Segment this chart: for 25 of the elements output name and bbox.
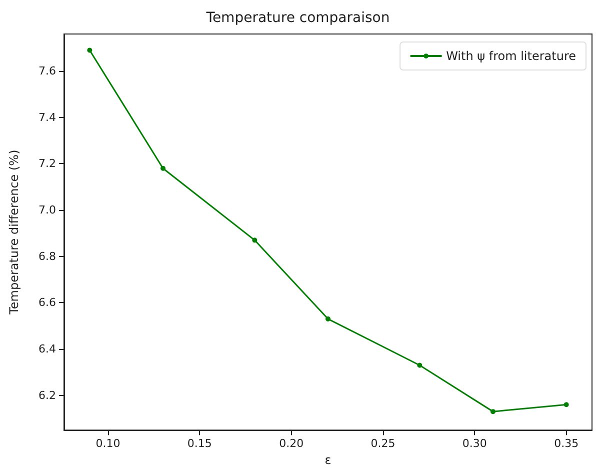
point bbox=[564, 402, 569, 408]
y-axis-title: Temperature difference (%) bbox=[7, 150, 21, 316]
x-tick-label: 0.10 bbox=[96, 437, 120, 450]
x-axis-title: ε bbox=[324, 453, 332, 467]
point bbox=[326, 316, 330, 322]
y-tick-label: 6.6 bbox=[38, 296, 56, 310]
x-tick-label: 0.30 bbox=[462, 437, 487, 450]
x-tick-label: 0.20 bbox=[279, 437, 304, 450]
point bbox=[87, 48, 92, 53]
y-tick-label: 7.2 bbox=[38, 157, 56, 170]
point bbox=[252, 238, 258, 243]
y-tick-label: 6.4 bbox=[38, 342, 56, 356]
y-tick-label: 7.6 bbox=[38, 64, 56, 78]
point bbox=[417, 362, 422, 368]
point bbox=[160, 166, 166, 171]
chart-title: Temperature comparaison bbox=[205, 10, 390, 26]
y-tick-label: 7.4 bbox=[38, 110, 56, 124]
y-tick-label: 6.2 bbox=[38, 388, 56, 402]
legend-label: With ψ from literature bbox=[446, 49, 576, 63]
y-tick-label: 6.8 bbox=[38, 250, 56, 263]
y-tick-label: 7.0 bbox=[38, 204, 56, 217]
x-tick-label: 0.25 bbox=[370, 437, 396, 450]
x-tick-label: 0.35 bbox=[554, 437, 579, 450]
point bbox=[490, 409, 496, 414]
x-tick-label: 0.15 bbox=[187, 437, 212, 450]
